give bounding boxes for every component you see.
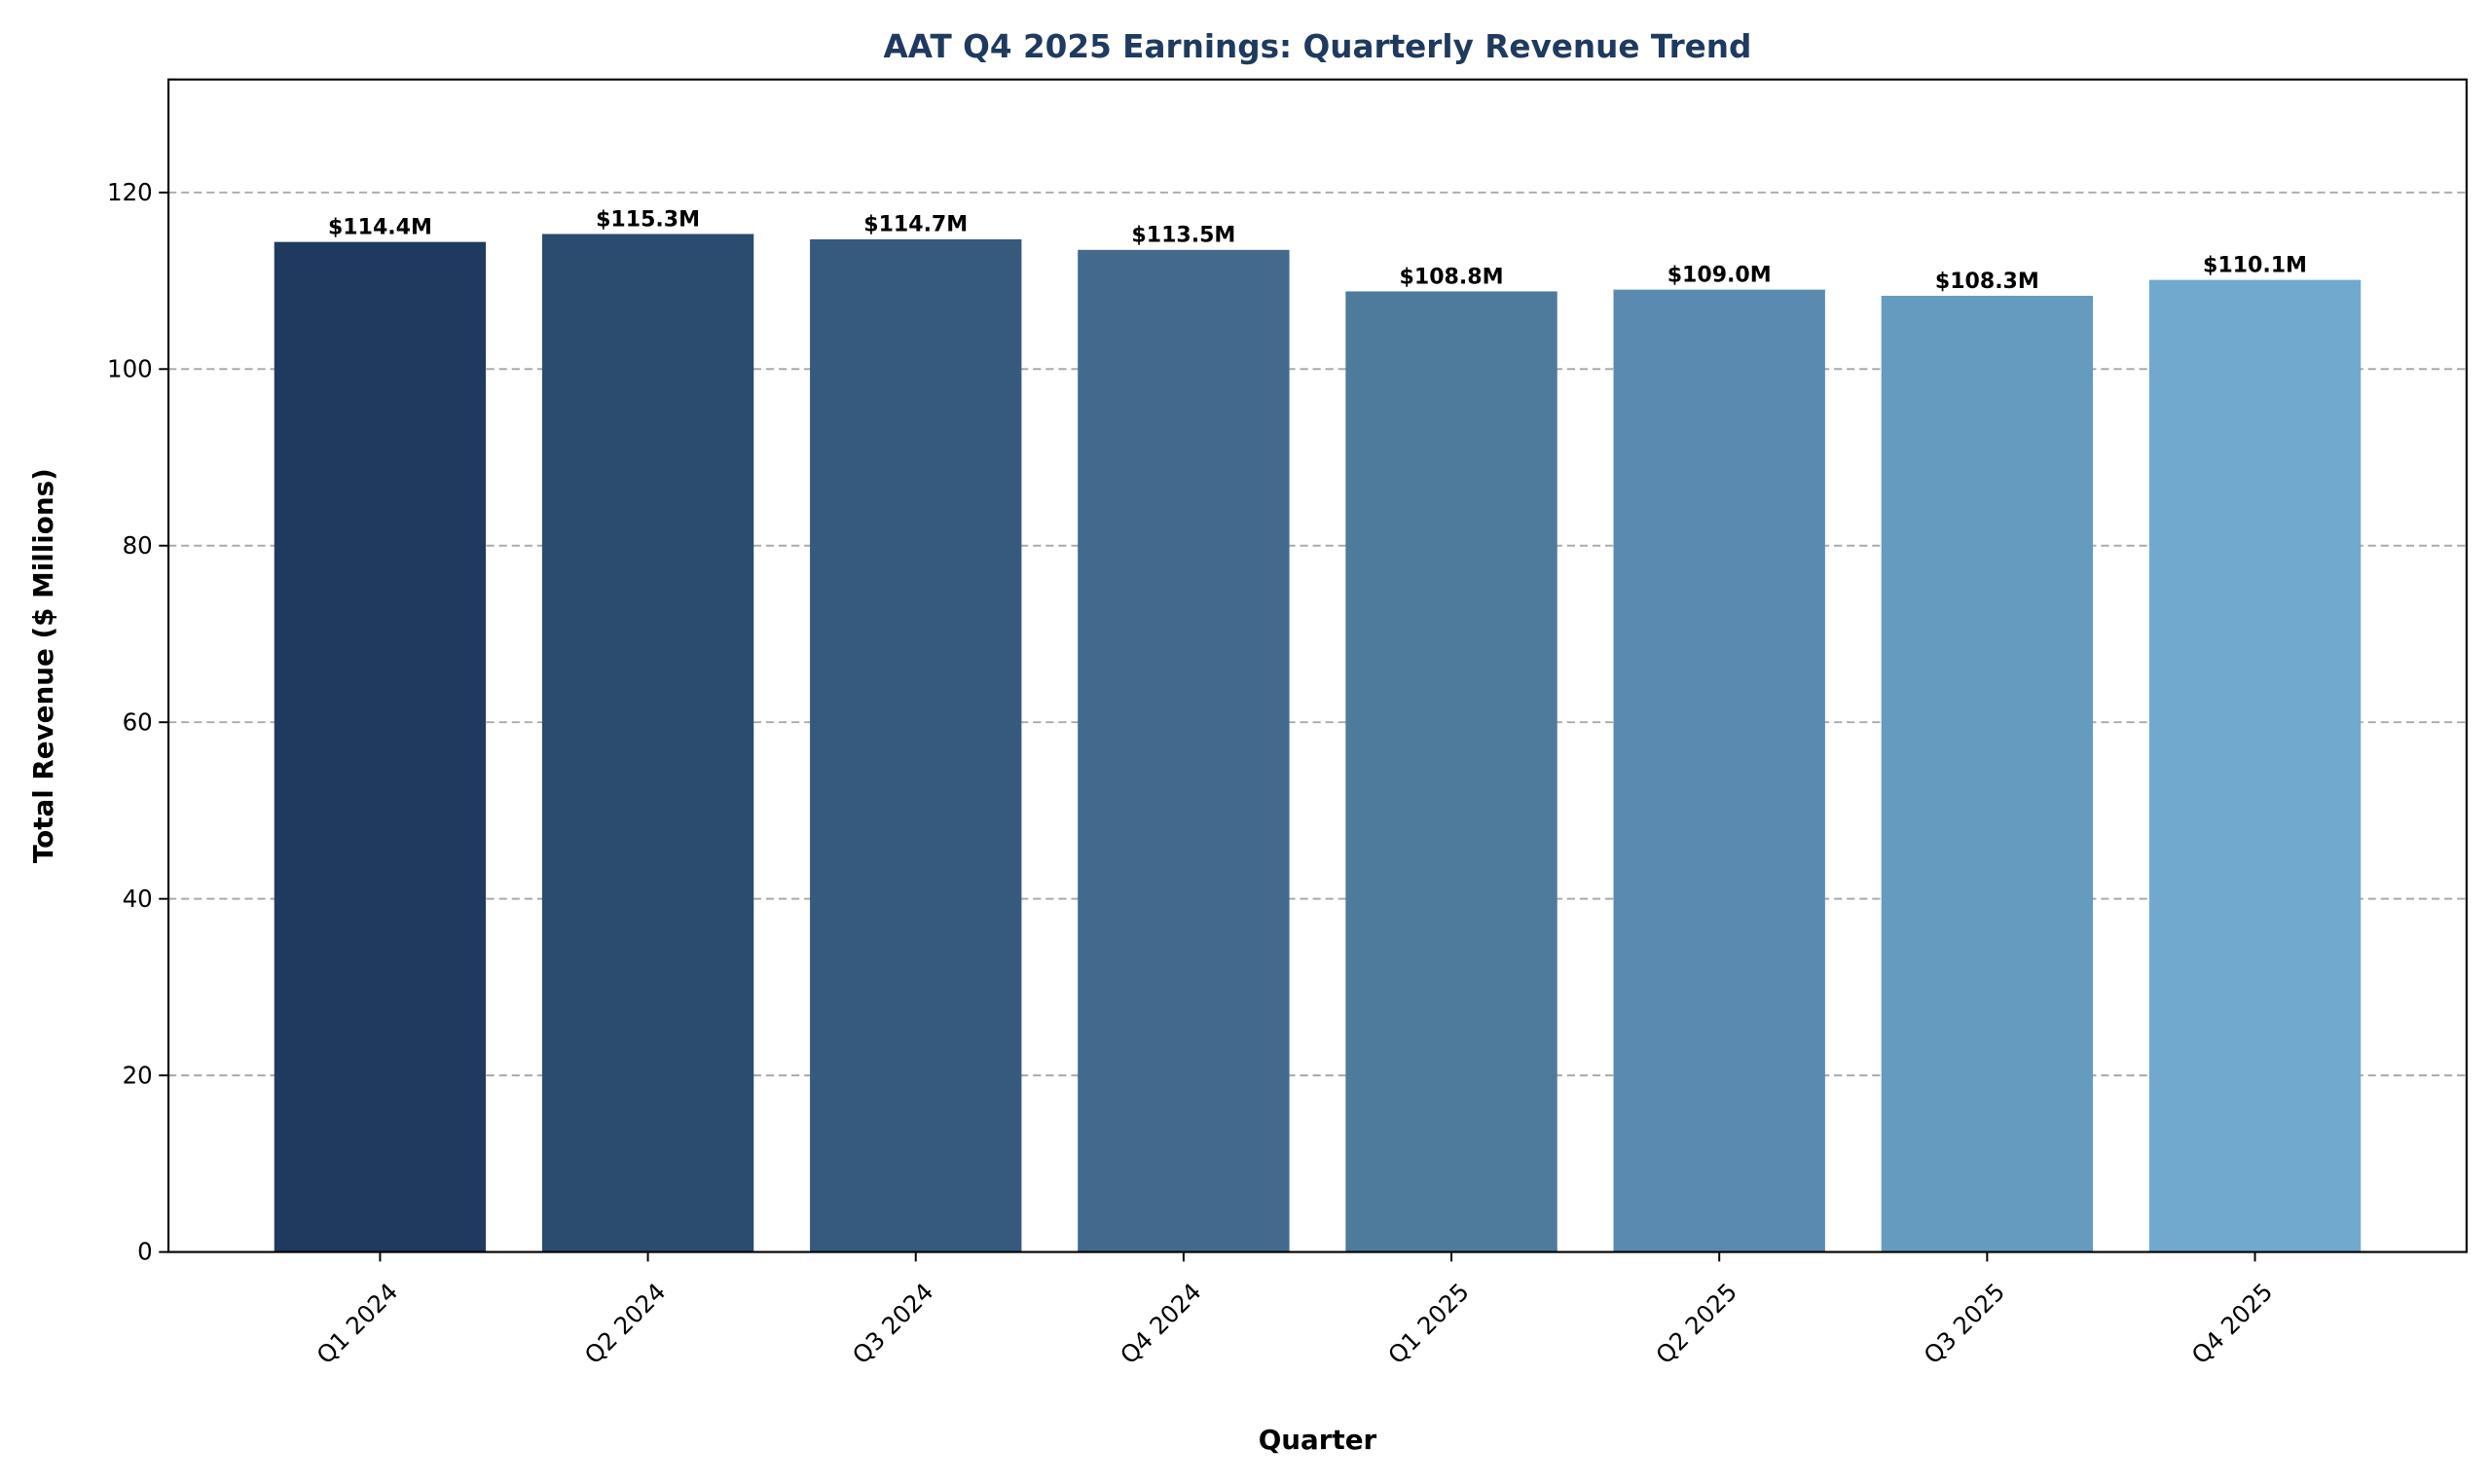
- bar-value-label: $113.5M: [1131, 224, 1235, 248]
- x-axis-title: Quarter: [1259, 1424, 1377, 1456]
- y-tick-label: 80: [123, 531, 153, 560]
- bar-value-label: $110.1M: [2203, 253, 2307, 277]
- data-labels: $114.4M $115.3M $114.7M $113.5M $108.8M $109.…: [328, 207, 2307, 294]
- y-tick-label: 120: [107, 178, 153, 206]
- bar-value-label: $109.0M: [1667, 263, 1772, 287]
- y-tick-label: 60: [123, 707, 153, 736]
- x-tick-label: Q1 2025: [1382, 1278, 1475, 1370]
- y-axis-ticks: 0 20 40 60 80 100 120: [107, 178, 169, 1266]
- bar: [2148, 279, 2362, 1252]
- x-tick-label: Q3 2025: [1918, 1278, 2010, 1370]
- bar: [1345, 291, 1558, 1252]
- y-tick-label: 0: [137, 1238, 153, 1266]
- y-axis-title: Total Revenue ($ Millions): [27, 468, 59, 863]
- y-tick-label: 20: [123, 1061, 153, 1089]
- bar-value-label: $108.3M: [1935, 270, 2039, 294]
- bar: [810, 238, 1022, 1252]
- bar: [274, 241, 487, 1252]
- bar-value-label: $108.8M: [1400, 265, 1504, 289]
- bar-value-label: $115.3M: [596, 207, 700, 232]
- x-tick-label: Q2 2024: [579, 1278, 672, 1370]
- x-tick-label: Q4 2024: [1115, 1278, 1207, 1370]
- x-tick-label: Q2 2025: [1650, 1278, 1742, 1370]
- bar-value-label: $114.4M: [328, 215, 432, 239]
- bar: [1613, 289, 1825, 1252]
- bar: [541, 234, 754, 1252]
- bar: [1078, 249, 1290, 1252]
- bar: [1881, 295, 2094, 1252]
- grid-lines: [168, 191, 2467, 1077]
- x-tick-label: Q4 2025: [2186, 1278, 2279, 1370]
- x-tick-label: Q3 2024: [847, 1278, 939, 1370]
- plot-frame: [167, 78, 2468, 1253]
- bars: [274, 234, 2362, 1252]
- x-tick-label: Q1 2024: [312, 1278, 404, 1370]
- bar-value-label: $114.7M: [863, 213, 968, 237]
- y-tick-label: 100: [107, 354, 153, 382]
- x-axis-ticks: Q1 2024 Q2 2024 Q3 2024 Q4 2024 Q1 2025 Q2 20…: [312, 1251, 2279, 1370]
- y-tick-label: 40: [123, 885, 153, 913]
- chart-title: AAT Q4 2025 Earnings: Quarterly Revenue …: [884, 28, 1752, 65]
